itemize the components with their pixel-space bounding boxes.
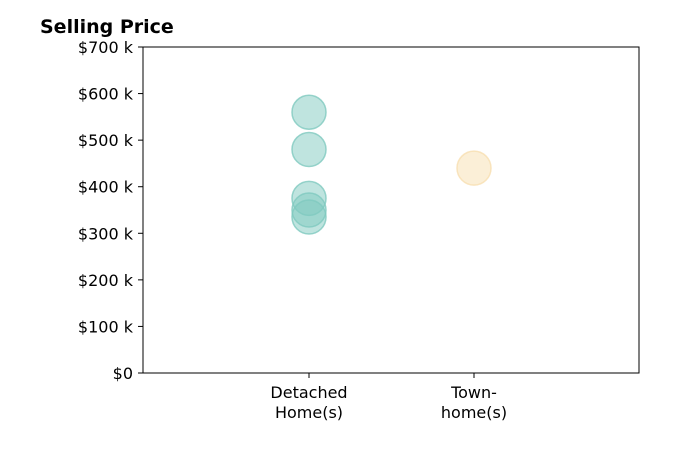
- x-tick-label: Detached: [270, 383, 347, 402]
- data-point: [456, 150, 492, 186]
- y-tick-label: $300 k: [78, 224, 134, 243]
- y-tick-label: $0: [113, 364, 133, 383]
- x-tick-label: Town-: [450, 383, 497, 402]
- x-tick-label: Home(s): [275, 403, 343, 422]
- x-tick-label: home(s): [441, 403, 507, 422]
- y-tick-label: $700 k: [78, 38, 134, 57]
- data-point: [291, 94, 327, 130]
- data-point: [291, 131, 327, 168]
- y-tick-label: $600 k: [78, 85, 134, 104]
- data-points: [291, 94, 492, 235]
- data-point: [291, 199, 327, 235]
- y-axis: $0 $100 k $200 k $300 k $400 k $500 k $600 k $7…: [78, 38, 143, 383]
- y-tick-label: $500 k: [78, 131, 134, 150]
- chart-title: Selling Price: [40, 16, 174, 38]
- y-tick-label: $200 k: [78, 271, 134, 290]
- y-tick-label: $100 k: [78, 317, 134, 336]
- y-tick-label: $400 k: [78, 178, 134, 197]
- plot-frame: [142, 46, 640, 374]
